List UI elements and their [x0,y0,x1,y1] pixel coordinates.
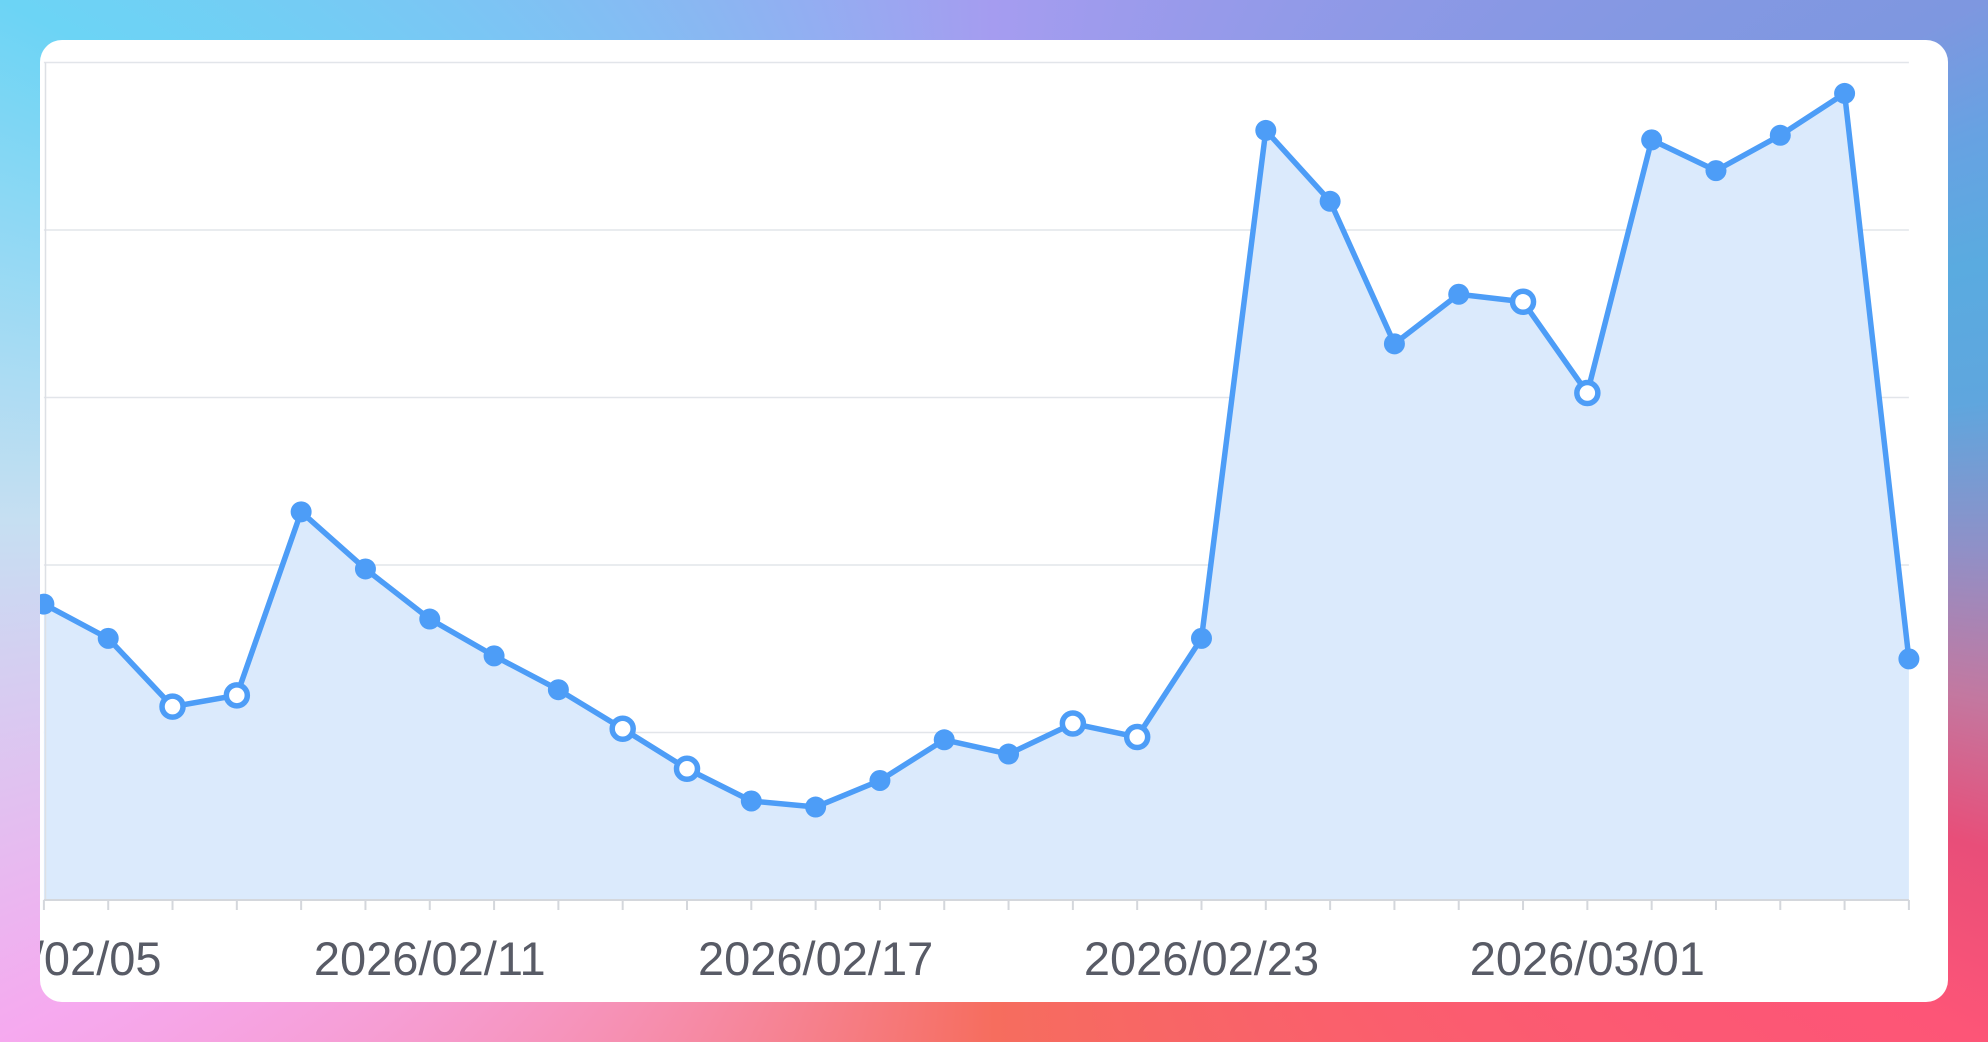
svg-text:2026/03/01: 2026/03/01 [1470,932,1705,985]
svg-text:2026/02/11: 2026/02/11 [314,932,546,985]
svg-text:2026/02/23: 2026/02/23 [1084,932,1319,985]
svg-text:2026/02/17: 2026/02/17 [698,932,933,985]
svg-text:2026/02/05: 2026/02/05 [0,932,162,985]
